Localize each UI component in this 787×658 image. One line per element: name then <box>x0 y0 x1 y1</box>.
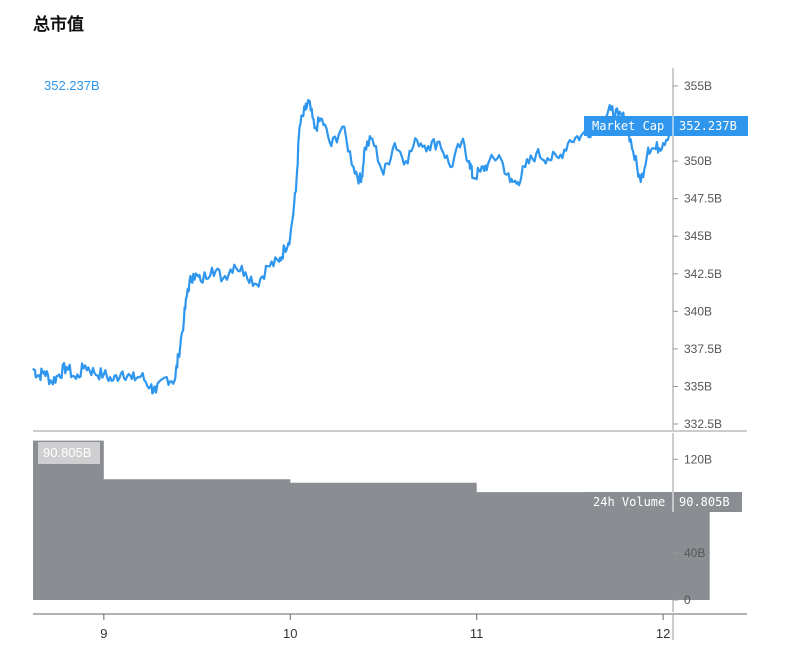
market-cap-corner-value: 352.237B <box>44 78 100 93</box>
x-tick-label: 11 <box>470 626 484 641</box>
volume-tag-label: 24h Volume <box>593 495 665 509</box>
price-y-tick-label: 345B <box>684 229 712 243</box>
volume-y-tick-label: 40B <box>684 546 705 560</box>
price-y-tick-label: 350B <box>684 154 712 168</box>
price-y-tick-label: 340B <box>684 304 712 318</box>
volume-y-tick-label: 0 <box>684 593 691 607</box>
price-y-tick-label: 342.5B <box>684 267 722 281</box>
volume-tag-bg <box>586 492 742 512</box>
page-title: 总市值 <box>33 15 84 35</box>
volume-corner-bg <box>38 442 100 464</box>
x-tick-label: 10 <box>283 626 297 641</box>
market-cap-tag-bg <box>584 116 748 136</box>
volume-area <box>33 440 710 600</box>
volume-corner-value: 90.805B <box>43 445 91 460</box>
price-y-tick-label: 337.5B <box>684 342 722 356</box>
price-y-tick-label: 335B <box>684 379 712 393</box>
x-tick-label: 12 <box>656 626 670 641</box>
price-y-tick-label: 355B <box>684 79 712 93</box>
market-cap-tag-label: Market Cap <box>592 119 664 133</box>
price-y-tick-label: 332.5B <box>684 417 722 431</box>
price-y-tick-label: 347.5B <box>684 192 722 206</box>
market-cap-tag-value: 352.237B <box>679 119 737 133</box>
market-cap-line <box>32 98 709 395</box>
volume-y-tick-label: 120B <box>684 452 712 466</box>
x-tick-label: 9 <box>100 626 107 641</box>
volume-tag-value: 90.805B <box>679 495 730 509</box>
